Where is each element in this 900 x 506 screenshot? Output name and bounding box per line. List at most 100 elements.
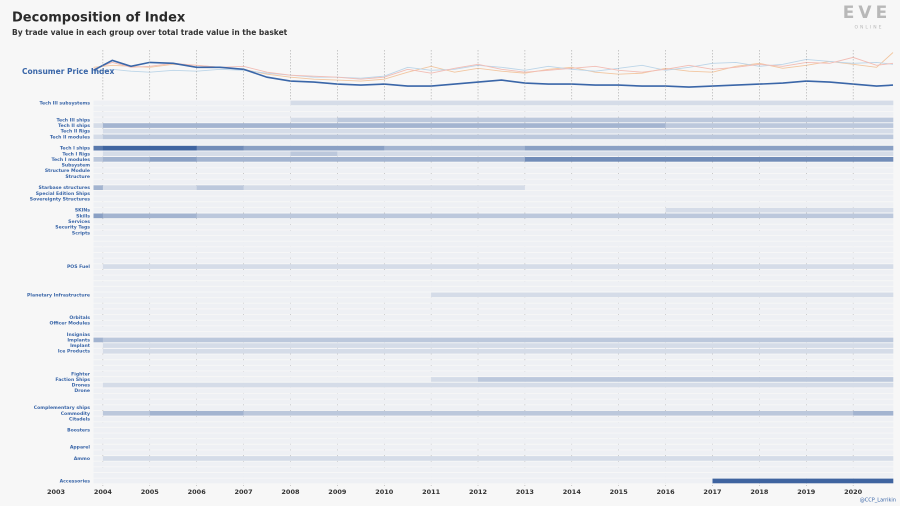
heat-cell (337, 106, 385, 111)
heat-cell (384, 281, 432, 286)
heat-cell (243, 354, 291, 360)
heat-cell (431, 382, 479, 388)
heat-cell (478, 106, 526, 111)
heat-cell (712, 264, 760, 269)
heat-cell (571, 478, 619, 484)
heat-cell (290, 140, 338, 145)
heat-cell (853, 360, 894, 365)
heat-cell (384, 145, 432, 151)
heat-cell (196, 427, 244, 433)
heat-cell (524, 162, 573, 168)
heat-cell (149, 275, 197, 281)
heat-cell (478, 427, 526, 433)
heat-cell (524, 416, 573, 422)
heat-cell (431, 111, 479, 117)
heat-cell (806, 140, 854, 145)
heat-cell (478, 128, 526, 134)
heat-cell (665, 331, 713, 337)
heat-cell (524, 478, 573, 484)
heat-cell (384, 467, 432, 472)
heat-cell (853, 354, 894, 360)
heat-cell (102, 292, 151, 298)
heat-cell (712, 461, 760, 467)
heat-cell (431, 151, 479, 157)
heat-cell (243, 337, 291, 343)
heat-cell (571, 337, 619, 343)
heat-cell (149, 157, 197, 162)
heat-cell (759, 196, 807, 202)
heat-cell (665, 275, 713, 281)
heat-cell (196, 422, 244, 427)
heat-cell (478, 354, 526, 360)
heat-cell (806, 450, 854, 456)
heat-cell (102, 207, 151, 213)
heat-cell (665, 337, 713, 343)
heat-cell (431, 405, 479, 410)
row-label: Complementary ships (34, 405, 90, 411)
heat-cell (618, 394, 666, 399)
heat-cell (618, 281, 666, 286)
heat-cell (431, 185, 479, 190)
heat-cell (712, 371, 760, 377)
heat-cell (806, 157, 854, 162)
heat-cell (102, 394, 151, 399)
heat-cell (196, 202, 244, 207)
heat-cell (853, 315, 894, 320)
heat-cell (102, 399, 151, 405)
heat-cell (853, 168, 894, 173)
heat-cell (149, 151, 197, 157)
heat-cell (384, 444, 432, 450)
row-label: Drones (72, 383, 91, 389)
heat-cell (759, 111, 807, 117)
heat-cell (243, 298, 291, 303)
heat-cell (102, 433, 151, 439)
heat-cell (102, 388, 151, 394)
heat-cell (571, 264, 619, 269)
heat-cell (196, 123, 244, 128)
heat-cell (759, 348, 807, 354)
heat-cell (149, 394, 197, 399)
heat-cell (243, 422, 291, 427)
heat-cell (571, 190, 619, 196)
heat-cell (384, 439, 432, 444)
heat-cell (431, 309, 479, 315)
heat-cell (93, 416, 104, 422)
heat-cell (102, 337, 151, 343)
heat-cell (337, 286, 385, 292)
heat-cell (806, 275, 854, 281)
heat-cell (712, 213, 760, 219)
heat-cell (93, 190, 104, 196)
heat-cell (571, 331, 619, 337)
heat-cell (853, 337, 894, 343)
heat-cell (618, 253, 666, 258)
heat-cell (571, 405, 619, 410)
heat-cell (243, 275, 291, 281)
heat-cell (196, 258, 244, 264)
heat-cell (196, 128, 244, 134)
heat-cell (618, 230, 666, 236)
heat-cell (524, 320, 573, 326)
heat-cell (93, 241, 104, 247)
heat-cell (196, 444, 244, 450)
heat-cell (524, 399, 573, 405)
heat-cell (337, 360, 385, 365)
heat-cell (337, 281, 385, 286)
heat-cell (384, 399, 432, 405)
heat-cell (384, 292, 432, 298)
heat-cell (290, 174, 338, 179)
heat-cell (93, 450, 104, 456)
heat-cell (243, 185, 291, 190)
heat-cell (337, 303, 385, 309)
heat-cell (665, 348, 713, 354)
heat-cell (712, 145, 760, 151)
heat-cell (618, 473, 666, 478)
heat-cell (196, 117, 244, 123)
heat-cell (665, 450, 713, 456)
heat-cell (665, 410, 713, 416)
heat-cell (618, 258, 666, 264)
heat-cell (102, 473, 151, 478)
heat-cell (102, 185, 151, 190)
heat-cell (478, 100, 526, 106)
heat-cell (571, 230, 619, 236)
heat-cell (149, 213, 197, 219)
